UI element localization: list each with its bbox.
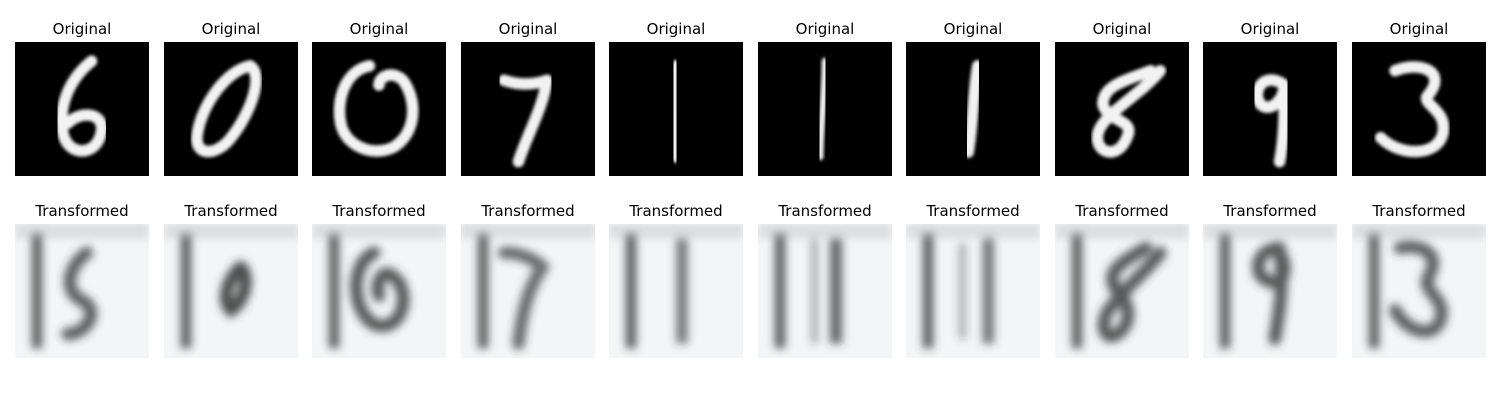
transformed-image bbox=[461, 224, 595, 358]
transformed-image bbox=[312, 224, 446, 358]
transformed-image-graphic bbox=[1203, 224, 1337, 358]
transformed-image-graphic bbox=[906, 224, 1040, 358]
original-title: Original bbox=[609, 20, 743, 38]
original-title: Original bbox=[1352, 20, 1486, 38]
transformed-title: Transformed bbox=[164, 202, 298, 220]
original-image-graphic bbox=[906, 42, 1040, 176]
digit-image bbox=[906, 42, 1040, 176]
original-title: Original bbox=[461, 20, 595, 38]
digit-image bbox=[164, 42, 298, 176]
reconstruction-blob bbox=[1220, 234, 1231, 349]
original-title: Original bbox=[1055, 20, 1189, 38]
digit-image bbox=[15, 42, 149, 176]
original-title: Original bbox=[758, 20, 892, 38]
transformed-image bbox=[164, 224, 298, 358]
original-title: Original bbox=[312, 20, 446, 38]
original-image-graphic bbox=[609, 42, 743, 176]
reconstruction-blob bbox=[830, 238, 842, 343]
reconstruction-blob bbox=[676, 238, 688, 343]
transformed-image bbox=[1352, 224, 1486, 358]
digit-image bbox=[312, 42, 446, 176]
digit-image bbox=[1055, 42, 1189, 176]
reconstruction-blob bbox=[329, 234, 340, 349]
transformed-image-graphic bbox=[164, 224, 298, 358]
transformed-title: Transformed bbox=[15, 202, 149, 220]
reconstruction-blob bbox=[626, 234, 637, 349]
transformed-title: Transformed bbox=[312, 202, 446, 220]
reconstruction-blob bbox=[181, 234, 192, 349]
transformed-title: Transformed bbox=[461, 202, 595, 220]
transformed-title: Transformed bbox=[1203, 202, 1337, 220]
transformed-image-graphic bbox=[758, 224, 892, 358]
transformed-image-graphic bbox=[461, 224, 595, 358]
original-title: Original bbox=[15, 20, 149, 38]
transformed-image-graphic bbox=[312, 224, 446, 358]
transformed-image-graphic bbox=[609, 224, 743, 358]
reconstruction-blob bbox=[32, 234, 43, 349]
transformed-title: Transformed bbox=[609, 202, 743, 220]
reconstruction-blob bbox=[811, 238, 819, 343]
transformed-image bbox=[1055, 224, 1189, 358]
transformed-image bbox=[906, 224, 1040, 358]
digit-image bbox=[609, 42, 743, 176]
original-image-graphic bbox=[1055, 42, 1189, 176]
original-image-graphic bbox=[461, 42, 595, 176]
digit-image bbox=[758, 42, 892, 176]
original-title: Original bbox=[164, 20, 298, 38]
transformed-image-graphic bbox=[1055, 224, 1189, 358]
reconstruction-blob bbox=[983, 238, 994, 343]
reconstruction-blob bbox=[478, 234, 489, 349]
reconstruction-blob bbox=[923, 234, 934, 349]
digit-image bbox=[1203, 42, 1337, 176]
transformed-image bbox=[1203, 224, 1337, 358]
reconstruction-blob bbox=[959, 243, 967, 339]
transformed-image bbox=[758, 224, 892, 358]
original-image-graphic bbox=[312, 42, 446, 176]
original-image-graphic bbox=[758, 42, 892, 176]
original-title: Original bbox=[906, 20, 1040, 38]
transformed-title: Transformed bbox=[906, 202, 1040, 220]
reconstruction-blob bbox=[1072, 234, 1083, 349]
transformed-title: Transformed bbox=[758, 202, 892, 220]
digit-image bbox=[461, 42, 595, 176]
digit-stroke bbox=[674, 66, 676, 157]
transformed-image-graphic bbox=[15, 224, 149, 358]
digit-image bbox=[1352, 42, 1486, 176]
reconstruction-blob bbox=[775, 234, 786, 349]
original-image-graphic bbox=[15, 42, 149, 176]
original-image-graphic bbox=[164, 42, 298, 176]
transformed-image bbox=[15, 224, 149, 358]
transformed-image-graphic bbox=[1352, 224, 1486, 358]
transformed-title: Transformed bbox=[1352, 202, 1486, 220]
reconstruction-blob bbox=[1369, 234, 1380, 349]
original-image-graphic bbox=[1203, 42, 1337, 176]
original-image-graphic bbox=[1352, 42, 1486, 176]
transformed-image bbox=[609, 224, 743, 358]
transformed-title: Transformed bbox=[1055, 202, 1189, 220]
original-title: Original bbox=[1203, 20, 1337, 38]
